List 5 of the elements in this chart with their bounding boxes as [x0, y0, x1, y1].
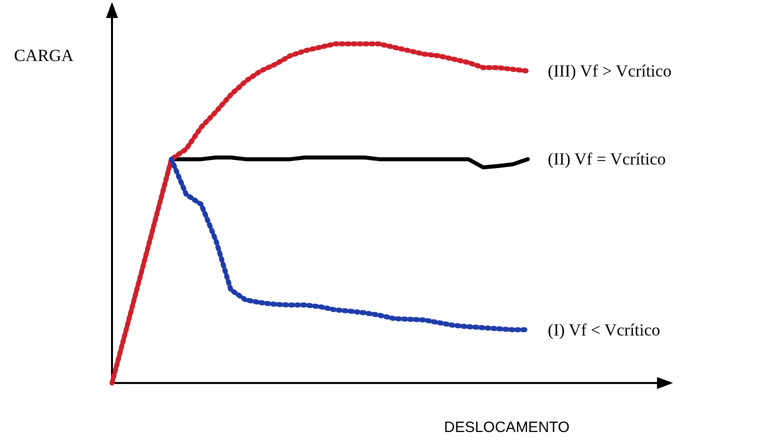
x-axis-title: DESLOCAMENTO — [444, 419, 570, 436]
series-label: (I) Vf < Vcrítico — [548, 320, 660, 340]
y-axis-title: CARGA — [14, 46, 74, 65]
series-label: (II) Vf = Vcrítico — [548, 150, 666, 169]
series-label: (III) Vf > Vcrítico — [548, 62, 672, 81]
